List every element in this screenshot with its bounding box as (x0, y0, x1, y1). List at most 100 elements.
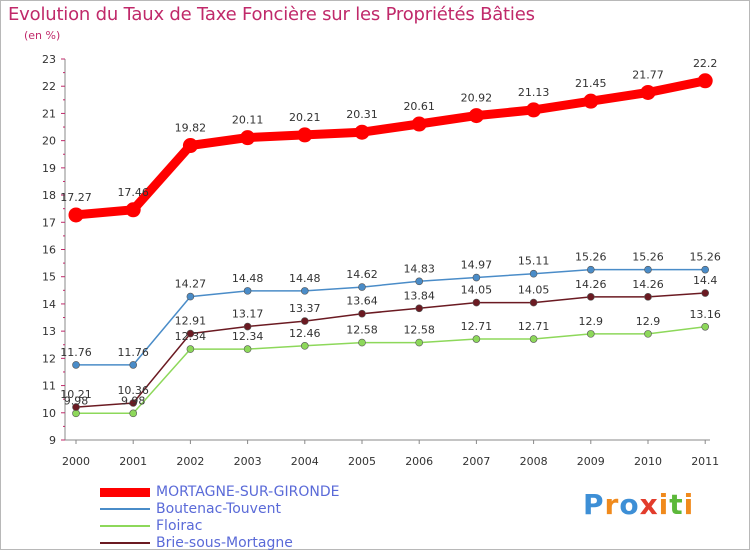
legend-swatch (100, 508, 150, 510)
data-label: 12.58 (346, 324, 378, 337)
legend-label: Brie-sous-Mortagne (156, 535, 293, 551)
data-point (129, 399, 137, 407)
data-point (697, 73, 713, 89)
x-tick-label: 2010 (634, 455, 662, 468)
data-label: 11.76 (60, 346, 92, 359)
data-point (358, 283, 366, 291)
data-label: 21.13 (518, 86, 550, 99)
data-label: 17.46 (117, 186, 149, 199)
data-label: 20.92 (461, 92, 493, 105)
legend-label: Floirac (156, 518, 203, 534)
data-label: 14.26 (632, 278, 664, 291)
data-label: 12.9 (579, 315, 604, 328)
proxiti-logo: Proxiti (583, 488, 694, 521)
data-label: 14.26 (575, 278, 607, 291)
data-label: 12.9 (636, 315, 661, 328)
x-tick-label: 2002 (176, 455, 204, 468)
data-label: 14.05 (461, 284, 493, 297)
data-point (415, 304, 424, 313)
data-point (186, 345, 195, 353)
data-point (586, 265, 595, 274)
data-point (529, 298, 538, 307)
x-tick-label: 2005 (348, 455, 376, 468)
x-tick-label: 2009 (577, 455, 605, 468)
data-point (644, 265, 652, 274)
data-label: 14.48 (289, 272, 321, 285)
data-point (72, 409, 80, 418)
x-tick-label: 2000 (62, 455, 90, 468)
data-label: 14.4 (693, 274, 718, 287)
legend-label: MORTAGNE-SUR-GIRONDE (156, 484, 340, 500)
data-point (701, 322, 710, 331)
y-tick-label: 19 (42, 162, 56, 175)
data-point (586, 293, 595, 301)
y-tick-label: 18 (42, 189, 56, 202)
x-tick-label: 2011 (691, 455, 719, 468)
data-label: 13.64 (346, 295, 378, 308)
data-point (472, 273, 481, 282)
legend-swatch (100, 488, 150, 497)
data-label: 20.31 (346, 108, 378, 121)
x-tick-label: 2008 (520, 455, 548, 468)
data-point (68, 207, 84, 223)
data-label: 15.26 (575, 251, 607, 264)
data-label: 20.21 (289, 111, 321, 124)
data-label: 10.21 (60, 388, 92, 401)
data-label: 12.34 (232, 330, 264, 343)
data-label: 14.27 (175, 278, 207, 291)
data-point (644, 293, 652, 301)
data-label: 13.16 (689, 308, 721, 321)
data-point (129, 361, 137, 369)
data-label: 21.45 (575, 77, 607, 90)
data-point (129, 409, 137, 418)
x-tick-label: 2003 (234, 455, 262, 468)
data-point (125, 202, 141, 218)
data-label: 13.37 (289, 302, 321, 315)
logo-letter: P (583, 488, 605, 521)
data-point (701, 265, 710, 274)
data-label: 12.46 (289, 327, 321, 340)
data-label: 20.11 (232, 114, 264, 127)
data-point (300, 342, 309, 350)
data-point (358, 309, 366, 318)
x-tick-label: 2004 (291, 455, 319, 468)
data-point (472, 335, 481, 343)
data-label: 11.76 (117, 346, 149, 359)
y-tick-label: 11 (42, 380, 56, 393)
data-point (529, 269, 538, 278)
data-point (186, 329, 195, 338)
line-chart: 9 10 11 12 13 14 15 16 17 18 19 20 21 22 23 2000 2001 200… (42, 53, 721, 468)
legend-swatch (100, 525, 150, 527)
y-axis-unit: (en %) (24, 29, 61, 42)
data-point (701, 289, 710, 297)
data-label: 15.26 (632, 251, 664, 264)
logo-letter: x (639, 488, 659, 521)
y-tick-label: 21 (42, 107, 56, 120)
legend-label: Boutenac-Touvent (156, 501, 281, 517)
data-label: 14.48 (232, 272, 264, 285)
y-tick-label: 16 (42, 244, 56, 257)
legend-swatch (100, 542, 150, 544)
data-label: 14.05 (518, 284, 550, 297)
logo-letter: o (619, 488, 640, 521)
data-label: 15.26 (689, 251, 721, 264)
data-point (300, 287, 309, 295)
logo-letter: t (669, 488, 684, 521)
data-point (586, 330, 595, 338)
logo-letter: r (604, 488, 620, 521)
data-point (472, 298, 481, 307)
data-label: 13.84 (403, 289, 435, 302)
data-point (186, 292, 195, 301)
y-tick-label: 22 (42, 80, 56, 93)
data-point (529, 335, 538, 343)
data-point (354, 124, 370, 140)
data-label: 20.61 (403, 100, 435, 113)
series-line-floirac (76, 326, 706, 415)
series-line-mortagne-sur-gironde (75, 76, 707, 220)
data-point (468, 108, 484, 124)
data-point (411, 116, 427, 132)
y-tick-label: 20 (42, 135, 56, 148)
data-label: 17.27 (60, 191, 92, 204)
data-label: 13.17 (232, 308, 264, 321)
y-tick-label: 15 (42, 271, 56, 284)
